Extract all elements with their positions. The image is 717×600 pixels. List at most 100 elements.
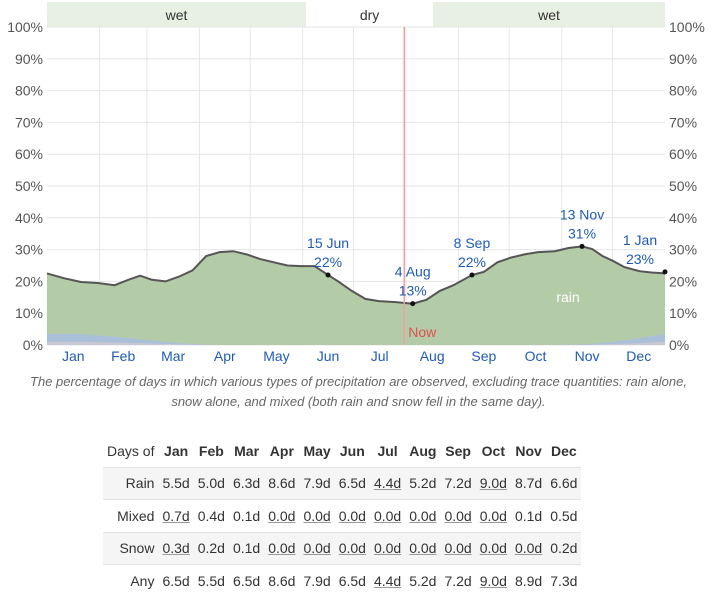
rain-area-label: rain: [556, 289, 579, 305]
table-cell: 0.0d: [409, 507, 437, 524]
table-header-oct: Oct: [481, 442, 506, 459]
y-tick-right-2: 20%: [669, 273, 697, 289]
table-cell: 4.4d: [373, 572, 402, 589]
annotation-dot-4: [662, 269, 668, 275]
month-label-may: May: [263, 348, 289, 364]
table-header-jun: Jun: [339, 442, 365, 459]
y-tick-left-5: 50%: [15, 178, 43, 194]
table-row-mixed: Mixed 0.7d 0.4d 0.1d 0.0d 0.0d 0.0d 0.0d 0.0d 0.0…: [103, 499, 582, 533]
table-cell: 6.5d: [232, 572, 261, 589]
annotation-value-0: 22%: [314, 254, 342, 270]
annotation-date-3: 13 Nov: [560, 206, 604, 222]
table-cell: 6.5d: [338, 572, 366, 589]
y-tick-left-1: 10%: [15, 305, 43, 321]
y-tick-right-0: 0%: [669, 337, 689, 353]
table-cell: 4.4d: [373, 475, 402, 492]
table-header-may: May: [303, 442, 331, 459]
annotation-dot-3: [579, 243, 585, 249]
y-tick-right-6: 60%: [669, 146, 697, 162]
month-label-oct: Oct: [525, 348, 547, 364]
table-cell: 0.0d: [514, 540, 543, 557]
table-cell: 5.5d: [162, 475, 190, 492]
y-tick-left-9: 90%: [15, 51, 43, 67]
table-cell: 0.0d: [479, 540, 507, 557]
table-cell: 0.0d: [444, 507, 472, 524]
season-band-0: [47, 2, 307, 27]
table-cell: 8.6d: [268, 475, 296, 492]
y-tick-right-8: 80%: [669, 83, 697, 99]
month-label-mar: Mar: [161, 348, 185, 364]
month-label-dec: Dec: [626, 348, 651, 364]
table-row-label: Snow: [119, 540, 155, 557]
table-cell: 0.2d: [197, 540, 225, 557]
table-cell: 9.0d: [479, 475, 507, 492]
month-label-apr: Apr: [214, 348, 236, 364]
table-cell: 7.2d: [444, 572, 472, 589]
y-tick-left-7: 70%: [15, 114, 43, 130]
table-cell: 0.0d: [303, 540, 331, 557]
table-cell: 0.1d: [232, 507, 261, 524]
table-header-feb: Feb: [198, 442, 224, 459]
table-cell: 0.0d: [409, 540, 437, 557]
annotation-value-1: 13%: [399, 283, 427, 299]
table-cell: 6.3d: [232, 475, 261, 492]
table-cell: 7.3d: [550, 572, 578, 589]
table-cell: 0.0d: [268, 540, 296, 557]
table-cell: 0.7d: [162, 507, 190, 524]
table-cell: 0.4d: [197, 507, 225, 524]
table-cell: 8.7d: [514, 475, 543, 492]
table-cell: 0.0d: [338, 540, 366, 557]
annotation-date-4: 1 Jan: [623, 232, 657, 248]
table-cell: 7.9d: [303, 475, 331, 492]
annotation-dot-1: [410, 301, 416, 307]
annotation-date-2: 8 Sep: [454, 235, 491, 251]
y-tick-right-10: 100%: [669, 19, 705, 35]
season-label-0: wet: [165, 7, 188, 23]
month-label-sep: Sep: [471, 348, 496, 364]
table-cell: 6.6d: [550, 475, 578, 492]
table-cell: 0.0d: [444, 540, 472, 557]
table-header-jul: Jul: [377, 442, 398, 459]
y-tick-left-3: 30%: [15, 242, 43, 258]
precipitation-days-table: Days of Jan Feb Mar Apr May Jun Jul Aug Sep Oct No…: [103, 435, 582, 597]
season-label-1: dry: [360, 7, 379, 23]
now-label: Now: [408, 324, 437, 340]
y-tick-left-0: 0%: [23, 337, 43, 353]
table-row-snow: Snow 0.3d 0.2d 0.1d 0.0d 0.0d 0.0d 0.0d 0.0d 0.0d…: [103, 532, 582, 565]
annotation-dot-0: [325, 272, 331, 278]
table-cell: 5.2d: [409, 572, 437, 589]
annotation-value-3: 31%: [568, 225, 596, 241]
y-tick-left-8: 80%: [15, 83, 43, 99]
annotation-date-0: 15 Jun: [307, 235, 349, 251]
table-cell: 0.3d: [162, 540, 190, 557]
annotation-date-1: 4 Aug: [395, 264, 431, 280]
chart-caption: The percentage of days in which various …: [30, 374, 687, 409]
table-cell: 0.5d: [550, 507, 578, 524]
table-row-any: Any 6.5d 5.5d 6.5d 8.6d 7.9d 6.5d 4.4d 5.2d 7.2d 9…: [103, 564, 582, 597]
table-cell: 9.0d: [479, 572, 507, 589]
table-header-apr: Apr: [269, 442, 294, 459]
annotation-dot-2: [469, 272, 475, 278]
table-cell: 0.0d: [338, 507, 366, 524]
y-tick-right-9: 90%: [669, 51, 697, 67]
table-cell: 0.2d: [550, 540, 578, 557]
table-row-label: Mixed: [117, 507, 155, 524]
season-band-1: [306, 2, 434, 27]
table-cell: 0.1d: [514, 507, 543, 524]
month-label-feb: Feb: [111, 348, 135, 364]
series-line-rain: [46, 245, 666, 305]
y-tick-right-7: 70%: [669, 114, 697, 130]
y-tick-right-5: 50%: [669, 178, 697, 194]
table-cell: 0.0d: [373, 540, 402, 557]
month-label-aug: Aug: [420, 348, 445, 364]
y-tick-left-6: 60%: [15, 146, 43, 162]
table-cell: 8.6d: [268, 572, 296, 589]
month-label-jul: Jul: [371, 348, 389, 364]
table-corner-header: Days of: [107, 442, 155, 459]
season-label-2: wet: [537, 7, 560, 23]
table-header-sep: Sep: [445, 442, 471, 459]
season-band-2: [433, 2, 665, 27]
table-header-row: Days of Jan Feb Mar Apr May Jun Jul Aug Sep Oct No…: [103, 435, 581, 467]
table-cell: 5.0d: [197, 475, 225, 492]
table-cell: 7.2d: [444, 475, 472, 492]
